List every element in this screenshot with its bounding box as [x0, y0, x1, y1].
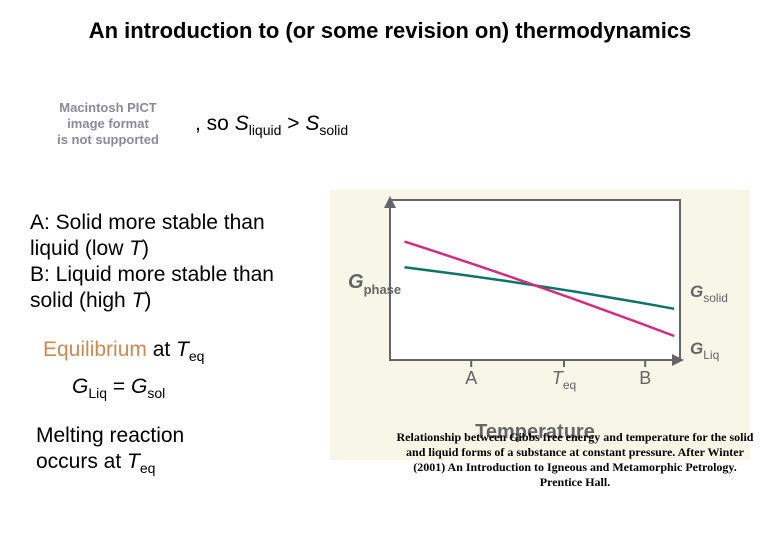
svg-text:is not supported: is not supported: [57, 132, 159, 147]
entropy-inequality: , so Sliquid > Ssolid: [195, 112, 348, 138]
chart-caption: Relationship between Gibbs free energy a…: [395, 430, 755, 490]
svg-text:B: B: [639, 368, 651, 388]
svg-text:Macintosh PICT: Macintosh PICT: [59, 100, 157, 115]
melting-reaction-text: Melting reaction occurs at Teq: [36, 423, 256, 478]
gibbs-vs-temperature-chart: GphaseTemperatureATeqBGsolidGLiq: [330, 190, 750, 460]
page-title: An introduction to (or some revision on)…: [0, 0, 780, 44]
svg-text:A: A: [465, 368, 477, 388]
gibbs-equality: GLiq = Gsol: [72, 375, 165, 401]
region-b-description: B: Liquid more stable than solid (high T…: [30, 262, 290, 315]
equilibrium-line: Equilibrium at Teq: [43, 338, 204, 364]
missing-image-placeholder: Macintosh PICT image format is not suppo…: [26, 82, 191, 167]
svg-text:image format: image format: [67, 116, 149, 131]
region-a-description: A: Solid more stable than liquid (low T): [30, 210, 290, 263]
